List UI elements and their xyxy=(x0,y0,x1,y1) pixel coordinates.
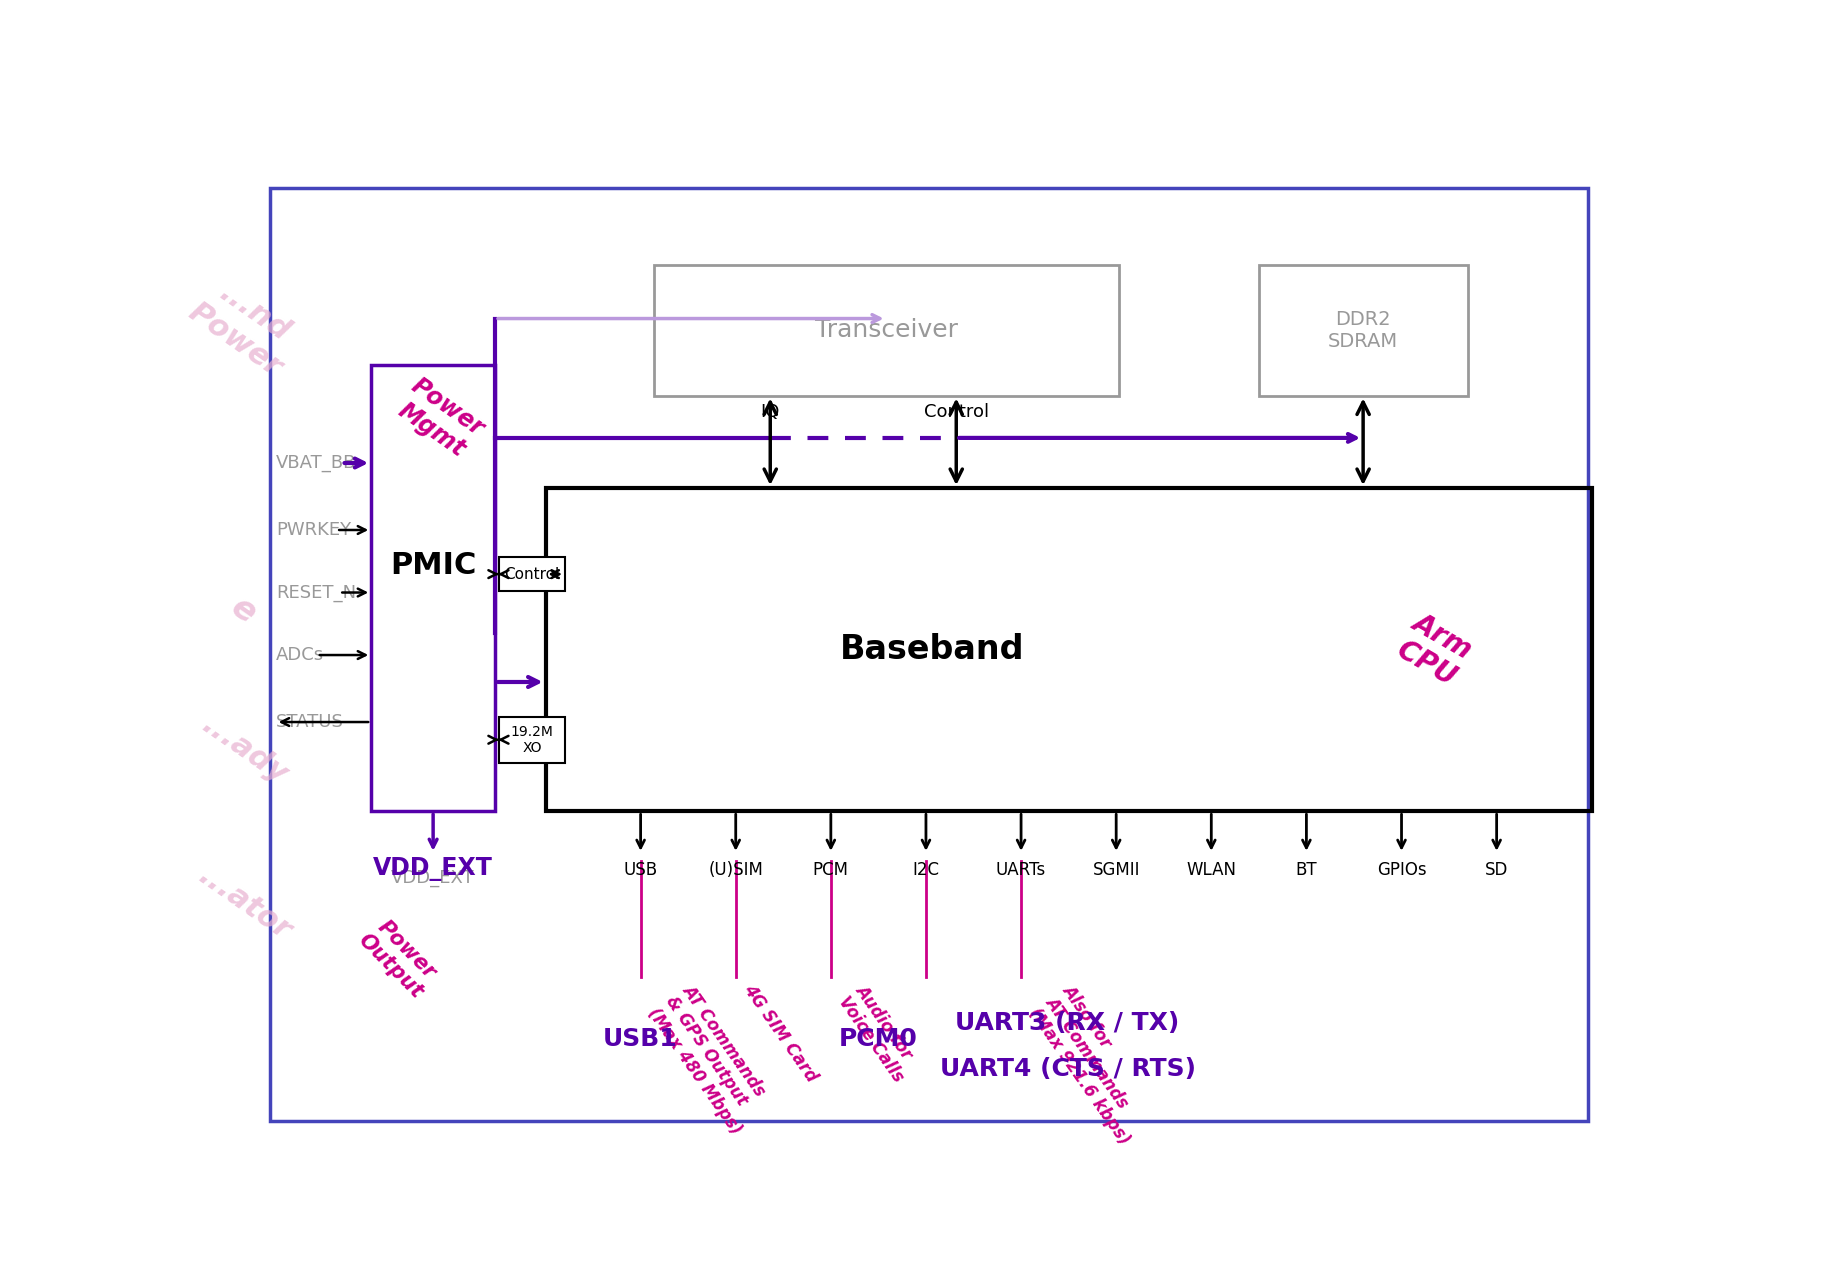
Text: USB1: USB1 xyxy=(603,1026,678,1051)
Text: AT Commands
& GPS Output
(Max 480 Mbps): AT Commands & GPS Output (Max 480 Mbps) xyxy=(645,980,780,1139)
Bar xyxy=(654,265,1119,395)
Text: Also for
AT Commands
(Max 921.6 kbps): Also for AT Commands (Max 921.6 kbps) xyxy=(1026,980,1168,1149)
Text: UARTs: UARTs xyxy=(997,862,1046,880)
Text: UART3 (RX / TX): UART3 (RX / TX) xyxy=(955,1011,1179,1035)
Text: ADCs: ADCs xyxy=(275,646,324,664)
Text: Arm
CPU: Arm CPU xyxy=(1392,607,1478,692)
Bar xyxy=(499,557,565,592)
Text: USB: USB xyxy=(623,862,658,880)
Text: (U)SIM: (U)SIM xyxy=(709,862,763,880)
Text: PCM0: PCM0 xyxy=(838,1026,918,1051)
Text: DDR2
SDRAM: DDR2 SDRAM xyxy=(1328,310,1397,351)
Text: IQ: IQ xyxy=(760,403,780,421)
Text: I2C: I2C xyxy=(913,862,940,880)
Text: VDD_EXT: VDD_EXT xyxy=(392,870,476,887)
Text: 4G SIM Card: 4G SIM Card xyxy=(740,980,820,1085)
Text: VBAT_BB: VBAT_BB xyxy=(275,454,355,472)
Text: UART4 (CTS / RTS): UART4 (CTS / RTS) xyxy=(940,1057,1195,1081)
Text: SD: SD xyxy=(1485,862,1509,880)
Text: e: e xyxy=(224,592,262,631)
Text: PWRKEY: PWRKEY xyxy=(275,521,352,539)
Text: Baseband: Baseband xyxy=(840,634,1024,666)
Bar xyxy=(545,488,1592,811)
Bar xyxy=(372,365,496,811)
Text: PCM: PCM xyxy=(813,862,849,880)
Text: ...ady: ...ady xyxy=(197,710,293,789)
Text: SGMII: SGMII xyxy=(1093,862,1141,880)
Bar xyxy=(1259,265,1469,395)
Text: Control: Control xyxy=(505,566,559,581)
Text: 19.2M
XO: 19.2M XO xyxy=(510,724,554,755)
Text: WLAN: WLAN xyxy=(1186,862,1237,880)
Bar xyxy=(499,717,565,762)
Text: BT: BT xyxy=(1295,862,1317,880)
Text: STATUS: STATUS xyxy=(275,713,344,731)
Text: Power
Mgmt: Power Mgmt xyxy=(390,374,488,464)
Text: ...nd
Power: ...nd Power xyxy=(182,270,306,382)
Text: GPIOs: GPIOs xyxy=(1377,862,1427,880)
Text: ...ator: ...ator xyxy=(193,862,297,946)
Text: Audio for
Voice Calls: Audio for Voice Calls xyxy=(834,980,924,1085)
Text: Control: Control xyxy=(924,403,989,421)
Text: RESET_N: RESET_N xyxy=(275,584,355,602)
Text: Power
Output: Power Output xyxy=(353,913,443,1002)
Text: Transceiver: Transceiver xyxy=(814,317,958,342)
Text: PMIC: PMIC xyxy=(390,551,476,580)
Text: VDD_EXT: VDD_EXT xyxy=(374,857,494,881)
